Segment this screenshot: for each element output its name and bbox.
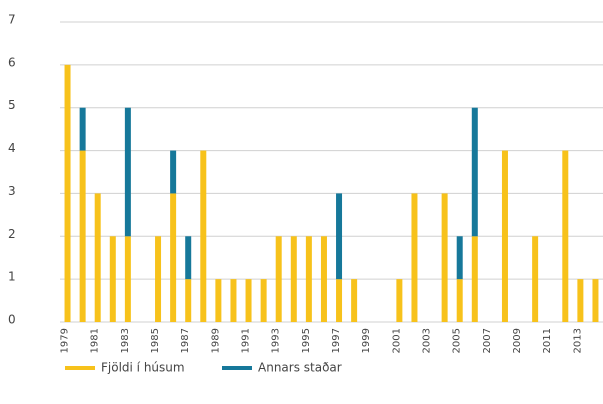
x-tick-label: 2011 <box>542 328 553 353</box>
bar-segment <box>230 279 237 322</box>
bar-segment <box>320 236 327 322</box>
bar-segment <box>185 279 192 322</box>
bar-segment <box>290 236 297 322</box>
bar-segment <box>79 150 86 322</box>
y-tick-label: 0 <box>8 313 16 327</box>
x-tick-label: 1995 <box>301 328 312 353</box>
bar-segment <box>351 279 358 322</box>
bar-segment <box>124 107 131 237</box>
x-tick-label: 2013 <box>572 328 583 353</box>
x-tick-label: 2003 <box>422 328 433 353</box>
bar-segment <box>170 150 177 194</box>
x-tick-label: 1981 <box>90 328 101 353</box>
x-tick-label: 2005 <box>452 328 463 353</box>
legend-label: Fjöldi í húsum <box>101 361 185 375</box>
bar-segment <box>532 236 539 322</box>
x-tick-label: 1993 <box>271 328 282 353</box>
bar-segment <box>275 236 282 322</box>
legend-label: Annars staðar <box>258 361 342 375</box>
x-tick-label: 2001 <box>391 328 402 353</box>
bar-segment <box>456 236 463 280</box>
bar-segment <box>124 236 131 322</box>
y-tick-label: 3 <box>8 184 16 198</box>
x-tick-label: 2007 <box>482 328 493 353</box>
bar-segment <box>215 279 222 322</box>
bar-segment <box>471 107 478 237</box>
bar-segment <box>456 279 463 322</box>
bar-segment <box>562 150 569 322</box>
x-tick-label: 1983 <box>120 328 131 353</box>
bar-segment <box>471 236 478 322</box>
y-tick-label: 7 <box>8 13 16 27</box>
bar-segment <box>79 107 86 151</box>
x-tick-label: 1989 <box>210 328 221 353</box>
bar-segment <box>577 279 584 322</box>
bar-segment <box>109 236 116 322</box>
x-tick-label: 1991 <box>241 328 252 353</box>
bar-segment <box>170 193 177 322</box>
bar-segment <box>336 193 343 280</box>
bar-segment <box>185 236 192 280</box>
bar-segment <box>260 279 267 322</box>
bar-segment <box>64 64 71 322</box>
y-tick-label: 5 <box>8 98 16 112</box>
bar-segment <box>155 236 162 322</box>
x-tick-label: 2009 <box>512 328 523 353</box>
bar-segment <box>200 150 207 322</box>
x-tick-label: 1979 <box>60 328 71 353</box>
bar-segment <box>411 193 418 322</box>
x-tick-label: 1997 <box>331 328 342 353</box>
bar-segment <box>245 279 252 322</box>
y-tick-label: 1 <box>8 270 16 284</box>
y-tick-label: 6 <box>8 55 16 69</box>
x-tick-label: 1985 <box>150 328 161 353</box>
bar-segment <box>501 150 508 322</box>
bar-segment <box>336 279 343 322</box>
y-tick-label: 4 <box>8 141 16 155</box>
bar-segment <box>396 279 403 322</box>
bar-segment <box>592 279 599 322</box>
bar-segment <box>441 193 448 322</box>
bar-segment <box>305 236 312 322</box>
bar-segment <box>94 193 101 322</box>
x-tick-label: 1987 <box>180 328 191 353</box>
y-tick-label: 2 <box>8 227 16 241</box>
x-tick-label: 1999 <box>361 328 372 353</box>
